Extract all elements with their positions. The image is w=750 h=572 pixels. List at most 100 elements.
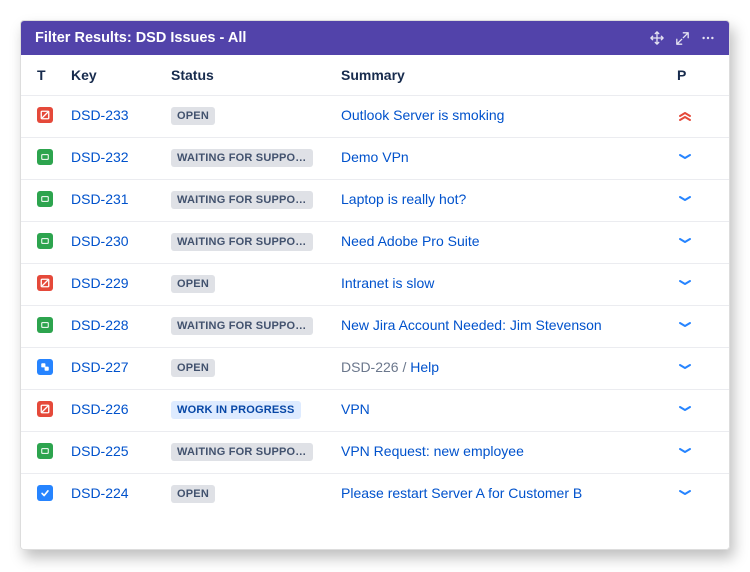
cell-status: WORK IN PROGRESS	[163, 390, 333, 432]
table-row: DSD-230 WAITING FOR SUPPO… Need Adobe Pr…	[21, 222, 729, 264]
cell-status: WAITING FOR SUPPO…	[163, 222, 333, 264]
issue-summary-link[interactable]: New Jira Account Needed: Jim Stevenson	[341, 317, 602, 333]
cell-priority	[669, 474, 729, 516]
cell-key: DSD-231	[63, 180, 163, 222]
cell-priority	[669, 348, 729, 390]
status-badge[interactable]: OPEN	[171, 107, 215, 125]
cell-priority	[669, 138, 729, 180]
panel-title: Filter Results: DSD Issues - All	[35, 30, 246, 46]
col-summary[interactable]: Summary	[333, 55, 669, 96]
cell-type	[21, 180, 63, 222]
issue-summary-link[interactable]: Please restart Server A for Customer B	[341, 485, 582, 501]
issue-summary-link[interactable]: Intranet is slow	[341, 275, 434, 291]
more-icon[interactable]	[701, 31, 715, 45]
table-row: DSD-227 OPEN DSD-226 / Help	[21, 348, 729, 390]
issue-key-link[interactable]: DSD-233	[71, 107, 129, 123]
cell-key: DSD-229	[63, 264, 163, 306]
cell-status: WAITING FOR SUPPO…	[163, 432, 333, 474]
table-row: DSD-225 WAITING FOR SUPPO… VPN Request: …	[21, 432, 729, 474]
priority-low-icon	[677, 401, 693, 417]
service-request-icon	[37, 443, 53, 459]
status-badge[interactable]: WORK IN PROGRESS	[171, 401, 301, 419]
cell-type	[21, 222, 63, 264]
cell-key: DSD-225	[63, 432, 163, 474]
status-badge[interactable]: WAITING FOR SUPPO…	[171, 317, 313, 335]
cell-key: DSD-232	[63, 138, 163, 180]
panel-header-actions	[650, 31, 715, 45]
cell-priority	[669, 222, 729, 264]
issue-key-link[interactable]: DSD-231	[71, 191, 129, 207]
cell-summary: Intranet is slow	[333, 264, 669, 306]
priority-low-icon	[677, 317, 693, 333]
status-badge[interactable]: OPEN	[171, 359, 215, 377]
table-row: DSD-224 OPEN Please restart Server A for…	[21, 474, 729, 516]
priority-low-icon	[677, 233, 693, 249]
priority-highest-icon	[677, 107, 693, 123]
issue-key-link[interactable]: DSD-228	[71, 317, 129, 333]
summary-parent: DSD-226 /	[341, 359, 410, 375]
issue-summary-link[interactable]: Help	[410, 359, 439, 375]
cell-summary: Need Adobe Pro Suite	[333, 222, 669, 264]
issue-summary-link[interactable]: VPN	[341, 401, 370, 417]
expand-icon[interactable]	[676, 32, 689, 45]
cell-priority	[669, 264, 729, 306]
move-icon[interactable]	[650, 31, 664, 45]
cell-type	[21, 96, 63, 138]
issue-key-link[interactable]: DSD-226	[71, 401, 129, 417]
table-row: DSD-229 OPEN Intranet is slow	[21, 264, 729, 306]
cell-type	[21, 264, 63, 306]
cell-status: OPEN	[163, 96, 333, 138]
cell-status: OPEN	[163, 348, 333, 390]
task-icon	[37, 485, 53, 501]
cell-priority	[669, 96, 729, 138]
cell-key: DSD-226	[63, 390, 163, 432]
issue-summary-link[interactable]: Laptop is really hot?	[341, 191, 466, 207]
cell-type	[21, 306, 63, 348]
table-row: DSD-231 WAITING FOR SUPPO… Laptop is rea…	[21, 180, 729, 222]
status-badge[interactable]: OPEN	[171, 275, 215, 293]
cell-key: DSD-228	[63, 306, 163, 348]
priority-low-icon	[677, 359, 693, 375]
issue-summary-link[interactable]: Outlook Server is smoking	[341, 107, 504, 123]
cell-status: OPEN	[163, 264, 333, 306]
issue-key-link[interactable]: DSD-232	[71, 149, 129, 165]
cell-summary: Demo VPn	[333, 138, 669, 180]
cell-summary: DSD-226 / Help	[333, 348, 669, 390]
table-row: DSD-226 WORK IN PROGRESS VPN	[21, 390, 729, 432]
cell-status: WAITING FOR SUPPO…	[163, 306, 333, 348]
status-badge[interactable]: WAITING FOR SUPPO…	[171, 191, 313, 209]
filter-results-panel: Filter Results: DSD Issues - All T Key S…	[20, 20, 730, 550]
issue-key-link[interactable]: DSD-225	[71, 443, 129, 459]
issue-key-link[interactable]: DSD-230	[71, 233, 129, 249]
col-key[interactable]: Key	[63, 55, 163, 96]
priority-low-icon	[677, 149, 693, 165]
cell-status: WAITING FOR SUPPO…	[163, 180, 333, 222]
issue-key-link[interactable]: DSD-229	[71, 275, 129, 291]
issue-key-link[interactable]: DSD-227	[71, 359, 129, 375]
col-status[interactable]: Status	[163, 55, 333, 96]
col-type[interactable]: T	[21, 55, 63, 96]
status-badge[interactable]: WAITING FOR SUPPO…	[171, 149, 313, 167]
priority-low-icon	[677, 275, 693, 291]
cell-priority	[669, 306, 729, 348]
status-badge[interactable]: OPEN	[171, 485, 215, 503]
issue-summary-link[interactable]: Demo VPn	[341, 149, 409, 165]
table-row: DSD-228 WAITING FOR SUPPO… New Jira Acco…	[21, 306, 729, 348]
cell-summary: VPN Request: new employee	[333, 432, 669, 474]
issue-summary-link[interactable]: Need Adobe Pro Suite	[341, 233, 480, 249]
cell-summary: Laptop is really hot?	[333, 180, 669, 222]
cell-summary: Please restart Server A for Customer B	[333, 474, 669, 516]
issue-key-link[interactable]: DSD-224	[71, 485, 129, 501]
table-header-row: T Key Status Summary P	[21, 55, 729, 96]
status-badge[interactable]: WAITING FOR SUPPO…	[171, 443, 313, 461]
cell-summary: New Jira Account Needed: Jim Stevenson	[333, 306, 669, 348]
priority-low-icon	[677, 191, 693, 207]
cell-summary: VPN	[333, 390, 669, 432]
col-priority[interactable]: P	[669, 55, 729, 96]
table-row: DSD-233 OPEN Outlook Server is smoking	[21, 96, 729, 138]
priority-low-icon	[677, 485, 693, 501]
issue-summary-link[interactable]: VPN Request: new employee	[341, 443, 524, 459]
status-badge[interactable]: WAITING FOR SUPPO…	[171, 233, 313, 251]
cell-key: DSD-230	[63, 222, 163, 264]
service-request-icon	[37, 233, 53, 249]
